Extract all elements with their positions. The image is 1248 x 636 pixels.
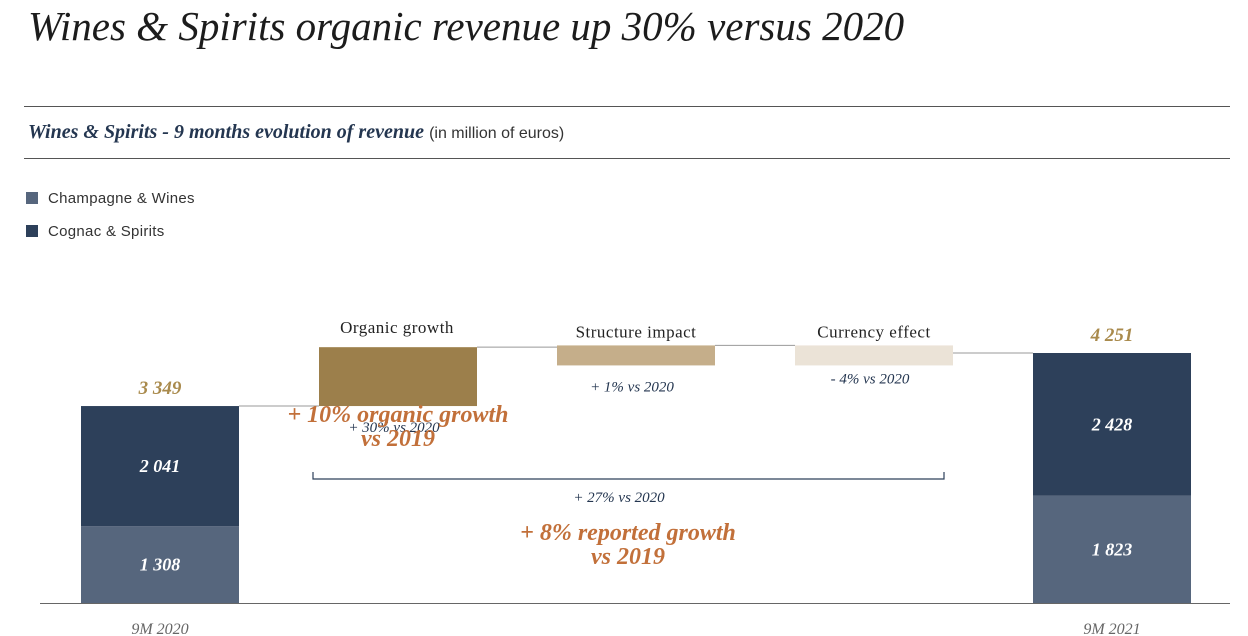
subtitle-unit: (in million of euros) [429, 125, 565, 142]
organic-growth-note-line2: vs 2019 [360, 426, 435, 452]
legend-swatch-cognac-spirits [26, 225, 38, 237]
step-title: Currency effect [817, 322, 930, 341]
reported-growth-note: + 8% reported growth vs 2019 [520, 521, 736, 569]
step-change-label: + 30% vs 2020 [348, 420, 440, 436]
legend-label: Champagne & Wines [48, 189, 195, 207]
bracket [312, 472, 945, 480]
segment-value-label: 2 428 [1091, 414, 1133, 434]
segment-value-label: 1 823 [1092, 539, 1133, 559]
subtitle-main: Wines & Spirits - 9 months evolution of … [28, 121, 424, 143]
bracket-label: + 27% vs 2020 [573, 490, 665, 506]
subtitle-divider [24, 158, 1230, 159]
total-value-label: 3 349 [138, 378, 182, 399]
step-bar [319, 347, 477, 407]
chart-subtitle: Wines & Spirits - 9 months evolution of … [28, 121, 564, 144]
page-title: Wines & Spirits organic revenue up 30% v… [28, 3, 905, 49]
legend-item-champagne-wines: Champagne & Wines [26, 189, 195, 207]
segment-value-label: 2 041 [139, 456, 181, 476]
step-title: Structure impact [576, 322, 697, 341]
bar-segment [81, 526, 239, 603]
top-divider [24, 106, 1230, 107]
step-bar [557, 345, 715, 366]
legend-item-cognac-spirits: Cognac & Spirits [26, 222, 165, 240]
legend-label: Cognac & Spirits [48, 222, 165, 240]
step-bar [795, 345, 953, 366]
organic-growth-note: + 10% organic growth vs 2019 [287, 403, 508, 451]
reported-growth-note-line1: + 8% reported growth [520, 520, 736, 546]
bar-segment [1033, 495, 1191, 603]
organic-growth-note-line1: + 10% organic growth [287, 402, 509, 428]
category-label: 9M 2020 [131, 621, 188, 636]
step-title: Organic growth [340, 318, 454, 337]
bar-segment [1033, 353, 1191, 496]
bar-segment [81, 406, 239, 527]
step-change-label: - 4% vs 2020 [831, 371, 910, 387]
legend-swatch-champagne-wines [26, 192, 38, 204]
step-change-label: + 1% vs 2020 [590, 379, 674, 395]
reported-growth-note-line2: vs 2019 [591, 544, 665, 570]
category-label: 9M 2021 [1083, 621, 1140, 636]
segment-value-label: 1 308 [140, 555, 181, 575]
total-value-label: 4 251 [1090, 325, 1134, 346]
